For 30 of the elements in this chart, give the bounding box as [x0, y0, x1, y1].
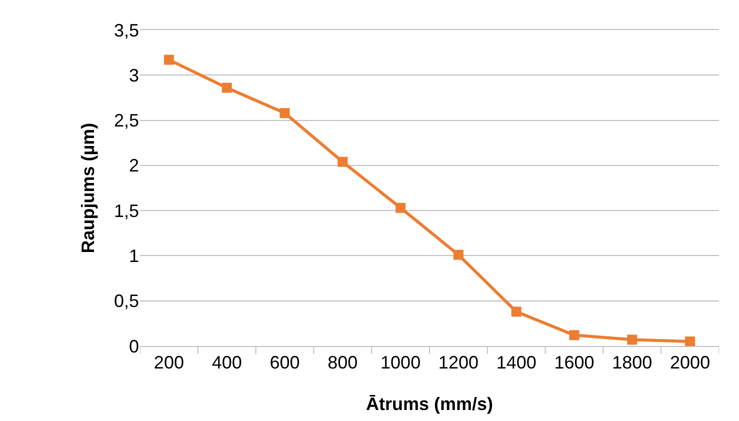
- point: [222, 82, 232, 93]
- y-tick-label: 3: [128, 65, 139, 86]
- x-tick-label: 400: [212, 352, 242, 373]
- y-tick-label: 3,5: [114, 20, 139, 40]
- y-tick-label: 1: [128, 246, 139, 266]
- x-tick-label: 1600: [554, 352, 594, 373]
- point: [338, 156, 348, 167]
- y-tick-label: 2: [128, 156, 139, 176]
- point: [396, 202, 406, 213]
- point: [164, 54, 174, 65]
- x-tick-label: 800: [328, 352, 358, 373]
- point: [280, 108, 290, 118]
- y-tick-label: 0,5: [114, 291, 139, 312]
- point: [627, 334, 638, 345]
- x-tick-label: 200: [154, 352, 184, 373]
- x-tick-label: 2000: [670, 352, 710, 373]
- x-tick-label: 600: [270, 352, 300, 373]
- y-tick-label: 2,5: [114, 110, 139, 131]
- point: [685, 336, 696, 346]
- y-axis-title: Raupjums (µm): [78, 122, 98, 254]
- x-tick-label: 1200: [438, 352, 478, 373]
- y-tick-label: 0: [128, 336, 139, 356]
- point: [453, 250, 464, 260]
- x-tick-label: 1800: [612, 352, 652, 373]
- x-tick-label: 1400: [496, 352, 536, 373]
- point: [569, 330, 580, 340]
- x-axis-title: Ātrums (mm/s): [366, 394, 494, 414]
- y-tick-label: 1,5: [114, 200, 139, 221]
- point: [511, 306, 522, 317]
- x-tick-label: 1000: [380, 352, 421, 373]
